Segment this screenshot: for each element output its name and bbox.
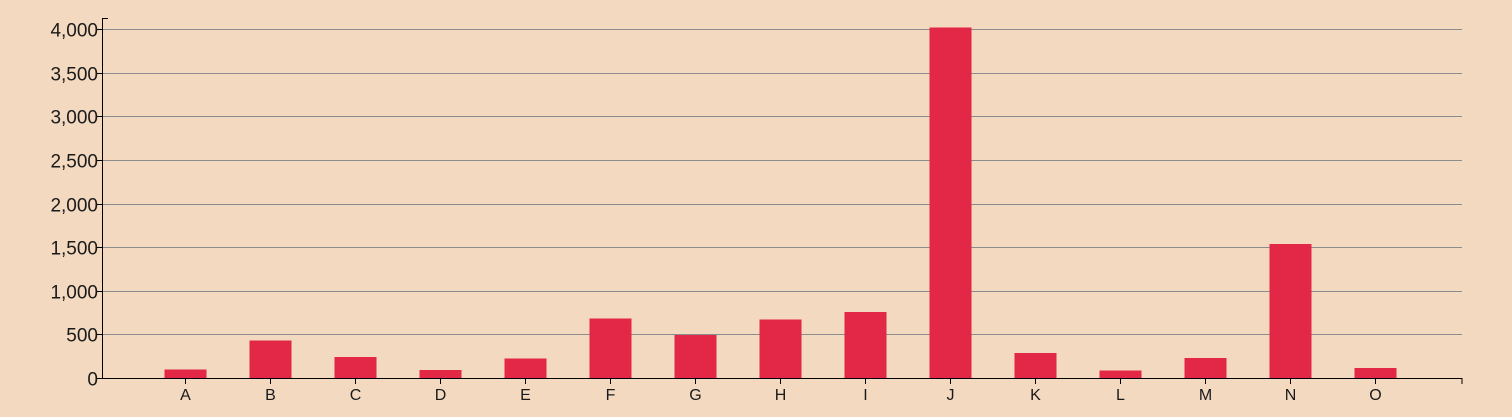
bars [164, 27, 1397, 379]
x-tick-label: F [606, 387, 616, 404]
bar-e [504, 358, 547, 378]
x-tick-label: E [520, 387, 531, 404]
y-tick-label: 0 [87, 370, 98, 391]
x-tick-label: H [775, 387, 787, 404]
y-tick-label: 3,500 [50, 65, 98, 86]
y-axis-ticks: 0 500 1,000 1,500 2,000 2,500 3,000 3,500 4,000 [50, 18, 108, 391]
bar-g [674, 334, 717, 378]
gridlines [102, 29, 1462, 335]
x-tick-label: J [947, 387, 955, 404]
x-tick-label: K [1030, 387, 1041, 404]
x-tick-label: A [180, 387, 191, 404]
y-tick-label: 3,000 [50, 108, 98, 129]
x-axis-ticks: A B C D E F G H I J K L M N O [180, 378, 1463, 404]
bar-c [334, 357, 377, 378]
bar-f [589, 318, 632, 378]
bar-n [1269, 244, 1312, 378]
y-tick-label: 1,500 [50, 239, 98, 260]
bar-d [419, 370, 462, 378]
y-tick-label: 4,000 [50, 21, 98, 42]
axes [102, 18, 1462, 379]
bar-o [1354, 368, 1397, 378]
y-tick-label: 1,000 [50, 283, 98, 304]
x-tick-label: C [350, 387, 362, 404]
x-tick-label: G [689, 387, 701, 404]
x-tick-label: O [1369, 387, 1381, 404]
bar-l [1099, 370, 1142, 378]
y-tick-label: 2,000 [50, 196, 98, 217]
x-tick-label: L [1116, 387, 1125, 404]
x-tick-label: N [1285, 387, 1297, 404]
bar-j [929, 27, 972, 379]
bar-k [1014, 353, 1057, 378]
bar-i [844, 312, 887, 378]
x-tick-label: D [435, 387, 447, 404]
bar-a [164, 369, 207, 378]
bar-m [1184, 357, 1227, 378]
y-tick-label: 500 [66, 326, 98, 347]
x-tick-label: B [265, 387, 276, 404]
y-tick-label: 2,500 [50, 152, 98, 173]
bar-h [759, 319, 802, 378]
bar-b [249, 340, 292, 378]
x-tick-label: I [863, 387, 867, 404]
x-tick-label: M [1199, 387, 1212, 404]
